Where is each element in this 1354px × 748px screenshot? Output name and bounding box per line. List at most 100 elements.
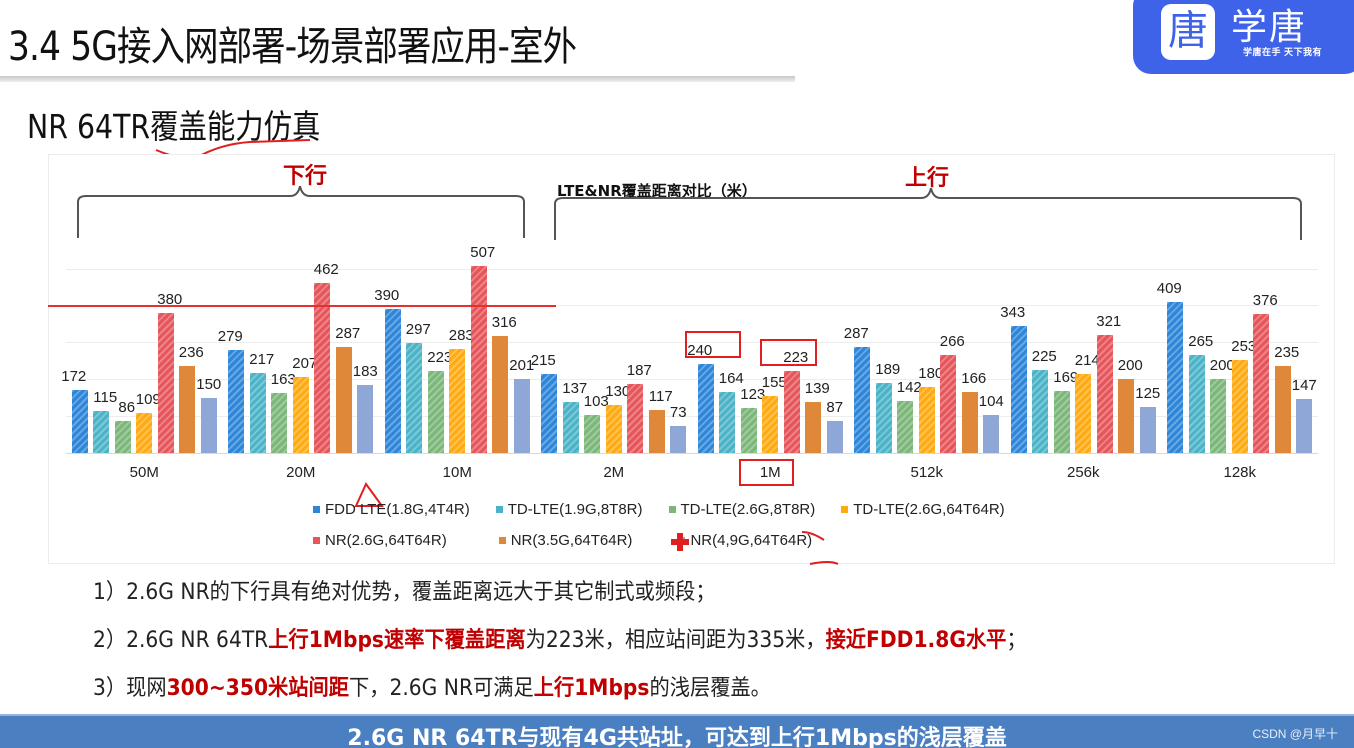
data-label: 201	[509, 356, 535, 374]
data-label: 207	[292, 354, 318, 372]
title-divider	[0, 76, 795, 82]
note-line: 2）2.6G NR 64TR上行1Mbps速率下覆盖距离为223米，相应站间距为…	[93, 622, 1027, 654]
note-highlight: 上行1Mbps速率下覆盖距离	[268, 628, 526, 653]
bar	[783, 370, 800, 453]
category-label: 1M	[759, 464, 781, 481]
data-label: 380	[157, 290, 183, 308]
data-label: 253	[1231, 337, 1257, 355]
downlink-threshold-line	[48, 305, 556, 307]
note-text: 的浅层覆盖。	[649, 676, 771, 701]
data-label: 169	[1053, 368, 1079, 386]
data-label: 109	[135, 390, 161, 408]
data-label: 172	[61, 367, 87, 385]
data-label: 189	[875, 361, 901, 379]
data-label: 316	[491, 314, 517, 332]
data-label: 240	[687, 342, 713, 360]
bar	[918, 386, 935, 453]
legend-swatch-icon	[668, 506, 676, 513]
data-label: 125	[1135, 384, 1161, 402]
bar	[1075, 374, 1092, 453]
bar	[93, 410, 110, 453]
data-label: 215	[530, 351, 556, 369]
data-label: 150	[196, 375, 222, 393]
legend-label: FDD LTE(1.8G,4T4R)	[325, 501, 470, 518]
downlink-label: 下行	[283, 164, 328, 189]
data-label: 376	[1252, 292, 1278, 310]
gridline	[66, 305, 1318, 307]
legend-item: FDD LTE(1.8G,4T4R)	[313, 501, 470, 518]
bar	[1231, 359, 1248, 453]
data-label: 409	[1156, 280, 1182, 298]
bar	[314, 282, 331, 453]
note-text: 3）现网	[93, 676, 167, 701]
bar	[805, 401, 822, 453]
bar	[1188, 355, 1205, 453]
data-label: 180	[918, 364, 944, 382]
legend-label: TD-LTE(1.9G,8T8R)	[507, 501, 643, 518]
uplink-label: 上行	[905, 166, 950, 191]
logo-icon: 唐	[1161, 4, 1215, 60]
bar	[1096, 334, 1113, 453]
highlight-box-240	[685, 331, 741, 358]
bar	[136, 412, 153, 453]
slide-subtitle: NR 64TR覆盖能力仿真	[27, 107, 321, 146]
bar	[335, 347, 352, 453]
legend-row: NR(2.6G,64T64R) NR(3.5G,64T64R) NR(4,9G,64…	[313, 532, 812, 549]
bar	[513, 378, 530, 453]
data-label: 147	[1291, 376, 1317, 394]
note-text: 为223米，相应站间距为335米，	[525, 628, 826, 653]
note-text: 2）2.6G NR 64TR	[93, 628, 269, 653]
chart-title: LTE&NR覆盖距离对比（米）	[557, 182, 757, 200]
red-plus-icon	[671, 533, 689, 551]
data-label: 507	[470, 243, 496, 261]
highlight-box-223	[760, 339, 817, 366]
bar	[1053, 390, 1070, 453]
legend-swatch-icon	[498, 537, 506, 544]
data-label: 183	[352, 363, 378, 381]
bar	[983, 414, 1000, 453]
data-label: 236	[178, 343, 204, 361]
category-label: 512k	[910, 464, 944, 481]
bar	[228, 350, 245, 453]
chart-frame	[48, 154, 1335, 564]
data-label: 390	[374, 287, 400, 305]
category-label: 128k	[1223, 464, 1257, 481]
bar	[470, 265, 487, 453]
bar	[762, 395, 779, 453]
data-label: 142	[896, 378, 922, 396]
data-label: 104	[978, 392, 1004, 410]
legend-label: NR(3.5G,64T64R)	[510, 532, 633, 549]
gridline	[66, 416, 1318, 418]
legend-swatch-icon	[313, 537, 320, 544]
data-label: 217	[249, 350, 275, 368]
data-label: 137	[562, 380, 588, 398]
note-line: 1）2.6G NR的下行具有绝对优势，覆盖距离远大于其它制式或频段；	[93, 574, 716, 606]
bar	[157, 312, 174, 453]
bar	[1253, 314, 1270, 453]
data-label: 200	[1117, 357, 1143, 375]
downlink-brace-icon	[77, 186, 525, 238]
bar	[492, 336, 509, 453]
bar	[1032, 369, 1049, 453]
legend-label: TD-LTE(2.6G,64T64R)	[853, 501, 1005, 518]
bar	[179, 365, 196, 453]
gridline	[66, 268, 1318, 270]
bar	[1210, 379, 1227, 453]
scribble-annotation	[801, 531, 839, 565]
bar	[1274, 366, 1291, 453]
data-label: 265	[1188, 333, 1214, 351]
bar	[384, 309, 401, 453]
legend-swatch-icon	[495, 506, 503, 513]
logo-slogan: 学唐在手 天下我有	[1243, 47, 1323, 57]
data-label: 214	[1074, 352, 1100, 370]
legend-label: TD-LTE(2.6G,8T8R)	[680, 501, 816, 518]
bar	[1139, 406, 1156, 453]
note-highlight: 接近FDD1.8G水平	[825, 628, 1007, 653]
bar	[719, 392, 736, 453]
legend-swatch-icon	[841, 506, 849, 513]
legend-label: NR(2.6G,64T64R)	[325, 532, 447, 549]
bar	[71, 389, 88, 453]
bar	[449, 348, 466, 453]
data-label: 115	[93, 388, 118, 406]
data-label: 73	[669, 404, 687, 422]
